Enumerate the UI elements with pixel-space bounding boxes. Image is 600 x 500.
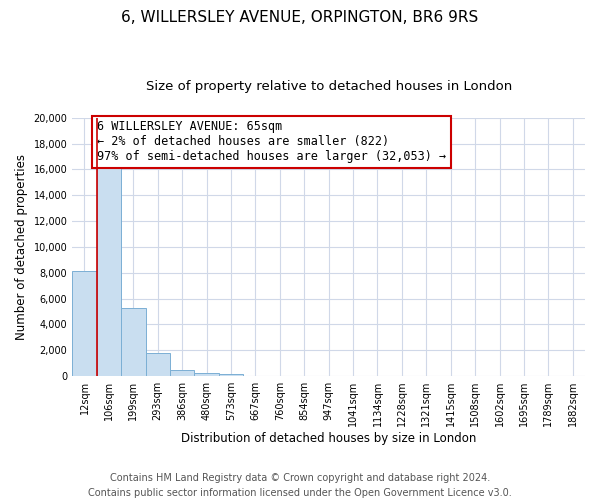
Bar [146,353,170,376]
Bar [170,370,194,376]
Text: 6, WILLERSLEY AVENUE, ORPINGTON, BR6 9RS: 6, WILLERSLEY AVENUE, ORPINGTON, BR6 9RS [121,10,479,25]
Y-axis label: Number of detached properties: Number of detached properties [15,154,28,340]
Bar [219,374,243,376]
Text: Contains HM Land Registry data © Crown copyright and database right 2024.
Contai: Contains HM Land Registry data © Crown c… [88,472,512,498]
X-axis label: Distribution of detached houses by size in London: Distribution of detached houses by size … [181,432,476,445]
Bar [97,162,121,376]
Title: Size of property relative to detached houses in London: Size of property relative to detached ho… [146,80,512,93]
Bar [121,308,146,376]
Bar [194,372,219,376]
Text: 6 WILLERSLEY AVENUE: 65sqm
← 2% of detached houses are smaller (822)
97% of semi: 6 WILLERSLEY AVENUE: 65sqm ← 2% of detac… [97,120,446,164]
Bar [72,272,97,376]
